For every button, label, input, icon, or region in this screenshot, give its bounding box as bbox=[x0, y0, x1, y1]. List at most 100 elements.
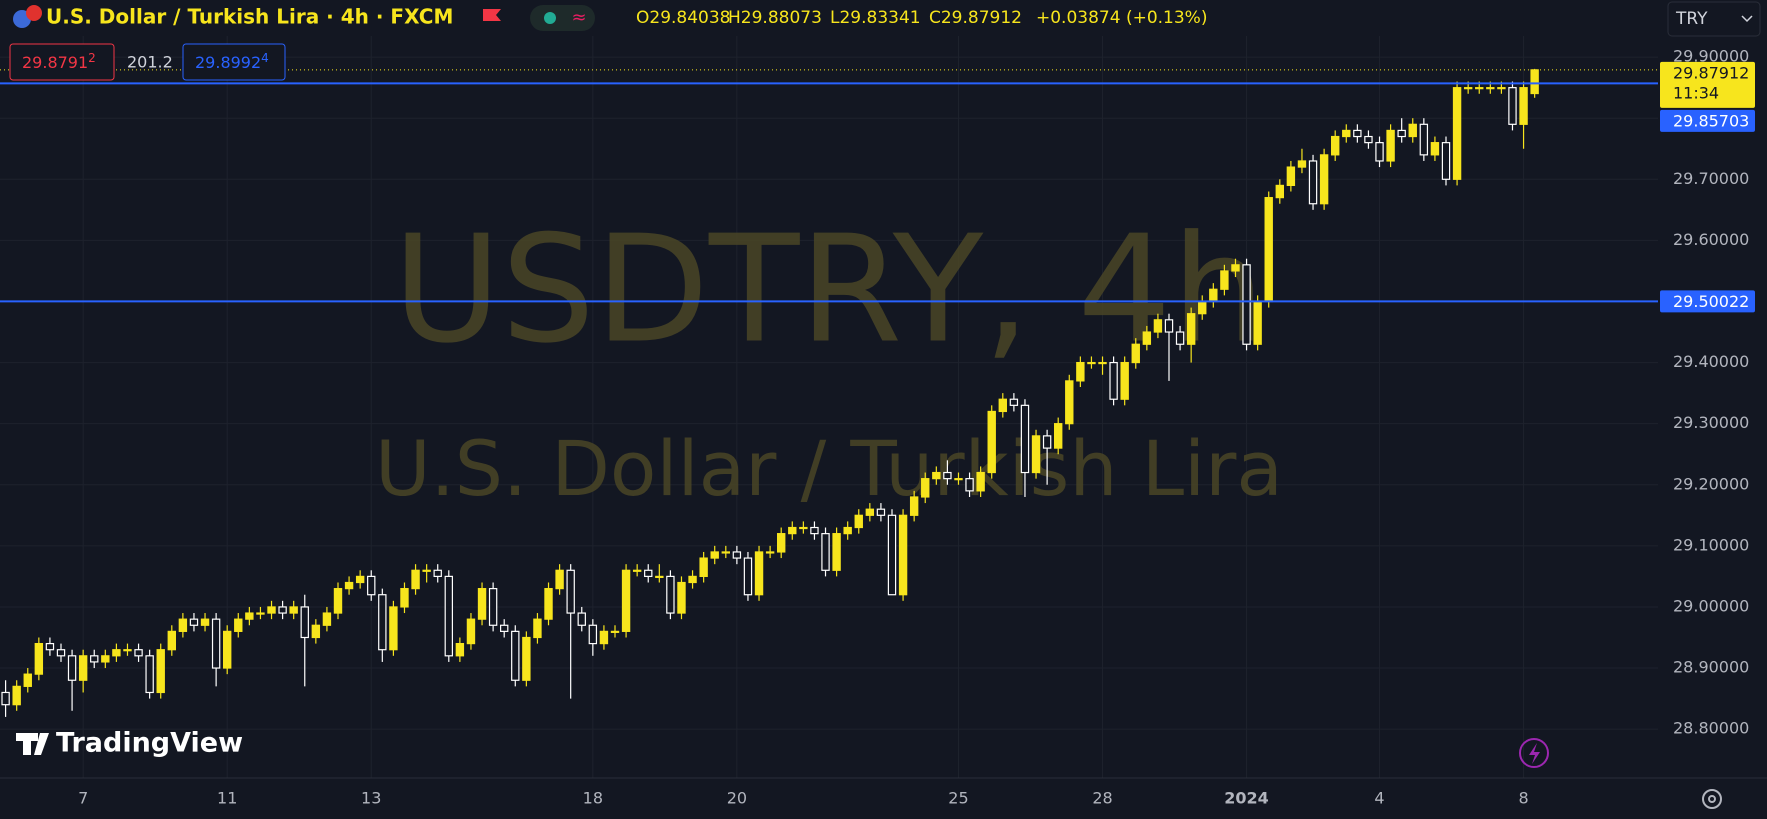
price-axis bbox=[1658, 0, 1767, 819]
candle-body bbox=[90, 655, 99, 663]
flag-tr bbox=[26, 5, 42, 21]
candle-body bbox=[145, 655, 154, 694]
x-tick-label: 28 bbox=[1092, 789, 1112, 808]
candle-body bbox=[400, 588, 409, 608]
y-tick-label: 29.70000 bbox=[1673, 169, 1749, 188]
candle-body bbox=[1530, 69, 1539, 95]
flag-icon[interactable] bbox=[483, 9, 501, 21]
sell-button[interactable] bbox=[9, 43, 115, 81]
candle-body bbox=[1031, 435, 1041, 474]
ohlc-legend: O29.84038 H29.88073 L29.83341 C29.87912 … bbox=[636, 8, 1207, 28]
candle-body bbox=[932, 471, 941, 480]
candle-body bbox=[666, 575, 675, 614]
candle-body bbox=[1308, 160, 1318, 205]
sell-price: 29.87912 bbox=[22, 51, 96, 72]
candle-body bbox=[1109, 361, 1118, 400]
candle-body bbox=[1220, 270, 1229, 290]
candle-body bbox=[876, 508, 886, 516]
candle-body bbox=[1076, 361, 1085, 382]
candle-body bbox=[1020, 404, 1030, 474]
candle-body bbox=[101, 655, 110, 663]
candle-body bbox=[788, 526, 797, 535]
candle-body bbox=[865, 508, 875, 516]
candle-body bbox=[1452, 87, 1462, 180]
candle-body bbox=[1142, 331, 1152, 345]
candle-body bbox=[688, 575, 697, 584]
candle-body bbox=[200, 618, 210, 626]
buy-price: 29.89924 bbox=[195, 51, 269, 72]
candle-body bbox=[1131, 343, 1140, 364]
candle-body bbox=[1242, 264, 1251, 345]
candle-body bbox=[1186, 313, 1196, 345]
candle-body bbox=[367, 575, 376, 596]
candle-body bbox=[588, 624, 598, 645]
candle-body bbox=[1475, 87, 1484, 90]
candle-body bbox=[1231, 264, 1240, 272]
candle-body bbox=[1463, 87, 1473, 90]
candle-body bbox=[488, 588, 498, 626]
candle-body bbox=[1053, 423, 1063, 449]
candle-body bbox=[1297, 160, 1307, 168]
x-tick-label: 11 bbox=[217, 789, 237, 808]
candle-body bbox=[976, 471, 985, 492]
brand-name: TradingView bbox=[56, 728, 243, 759]
line-price-badge bbox=[1660, 109, 1755, 132]
candle-body bbox=[566, 569, 575, 614]
x-tick-label: 13 bbox=[361, 789, 381, 808]
x-tick-label: 8 bbox=[1518, 789, 1528, 808]
candle-body bbox=[1319, 154, 1329, 205]
candle-body bbox=[898, 514, 908, 596]
brand-logo bbox=[16, 733, 49, 755]
currency-selector[interactable] bbox=[1667, 1, 1761, 37]
settings-icon[interactable] bbox=[1702, 789, 1722, 809]
candle-body bbox=[555, 569, 564, 590]
candle-body bbox=[1264, 197, 1273, 303]
candle-body bbox=[56, 649, 66, 657]
status-wave: ≈ bbox=[571, 7, 586, 28]
y-tick-label: 29.00000 bbox=[1673, 596, 1749, 615]
candle-body bbox=[455, 642, 465, 657]
candle-body bbox=[67, 655, 77, 681]
candle-body bbox=[921, 478, 930, 498]
sell-price-sup: 2 bbox=[88, 51, 96, 65]
x-tick-label: 2024 bbox=[1224, 789, 1269, 808]
candle-body bbox=[743, 557, 753, 596]
legend-high: H29.88073 bbox=[728, 8, 822, 28]
candle-body bbox=[1342, 129, 1351, 138]
candle-body bbox=[1330, 135, 1340, 156]
candle-body bbox=[289, 606, 298, 614]
y-tick-label: 28.80000 bbox=[1673, 719, 1749, 738]
candle-body bbox=[954, 478, 963, 481]
candle-body bbox=[854, 514, 863, 529]
legend-open: O29.84038 bbox=[636, 8, 731, 28]
alert-icon[interactable] bbox=[1519, 738, 1549, 768]
buy-price-sup: 4 bbox=[261, 51, 269, 65]
candle-body bbox=[655, 575, 664, 578]
candle-body bbox=[610, 630, 620, 633]
buy-button[interactable] bbox=[182, 43, 286, 81]
candle-body bbox=[78, 655, 88, 681]
candle-body bbox=[12, 685, 21, 706]
candle-body bbox=[522, 636, 531, 681]
sell-price-main: 29.8791 bbox=[22, 53, 88, 72]
candle-body bbox=[223, 630, 232, 669]
candle-body bbox=[500, 624, 509, 632]
last-price-badge bbox=[1660, 61, 1755, 108]
last-price-label: 29.87912 bbox=[1673, 63, 1749, 82]
candle-body bbox=[1375, 142, 1384, 162]
x-tick-label: 20 bbox=[727, 789, 747, 808]
candle-body bbox=[1120, 361, 1129, 400]
y-tick-label: 28.90000 bbox=[1673, 658, 1749, 677]
candle-body bbox=[544, 588, 553, 620]
symbol-title[interactable]: U.S. Dollar / Turkish Lira · 4h · FXCM bbox=[46, 5, 453, 29]
candle-body bbox=[1042, 435, 1052, 449]
status-pill[interactable] bbox=[530, 5, 595, 31]
candle-body bbox=[300, 606, 309, 639]
candle-body bbox=[1098, 361, 1107, 365]
x-tick-label: 25 bbox=[948, 789, 968, 808]
market-open-dot bbox=[544, 12, 556, 24]
candle-body bbox=[322, 612, 332, 626]
candles bbox=[1, 68, 1539, 717]
candle-body bbox=[422, 569, 431, 572]
